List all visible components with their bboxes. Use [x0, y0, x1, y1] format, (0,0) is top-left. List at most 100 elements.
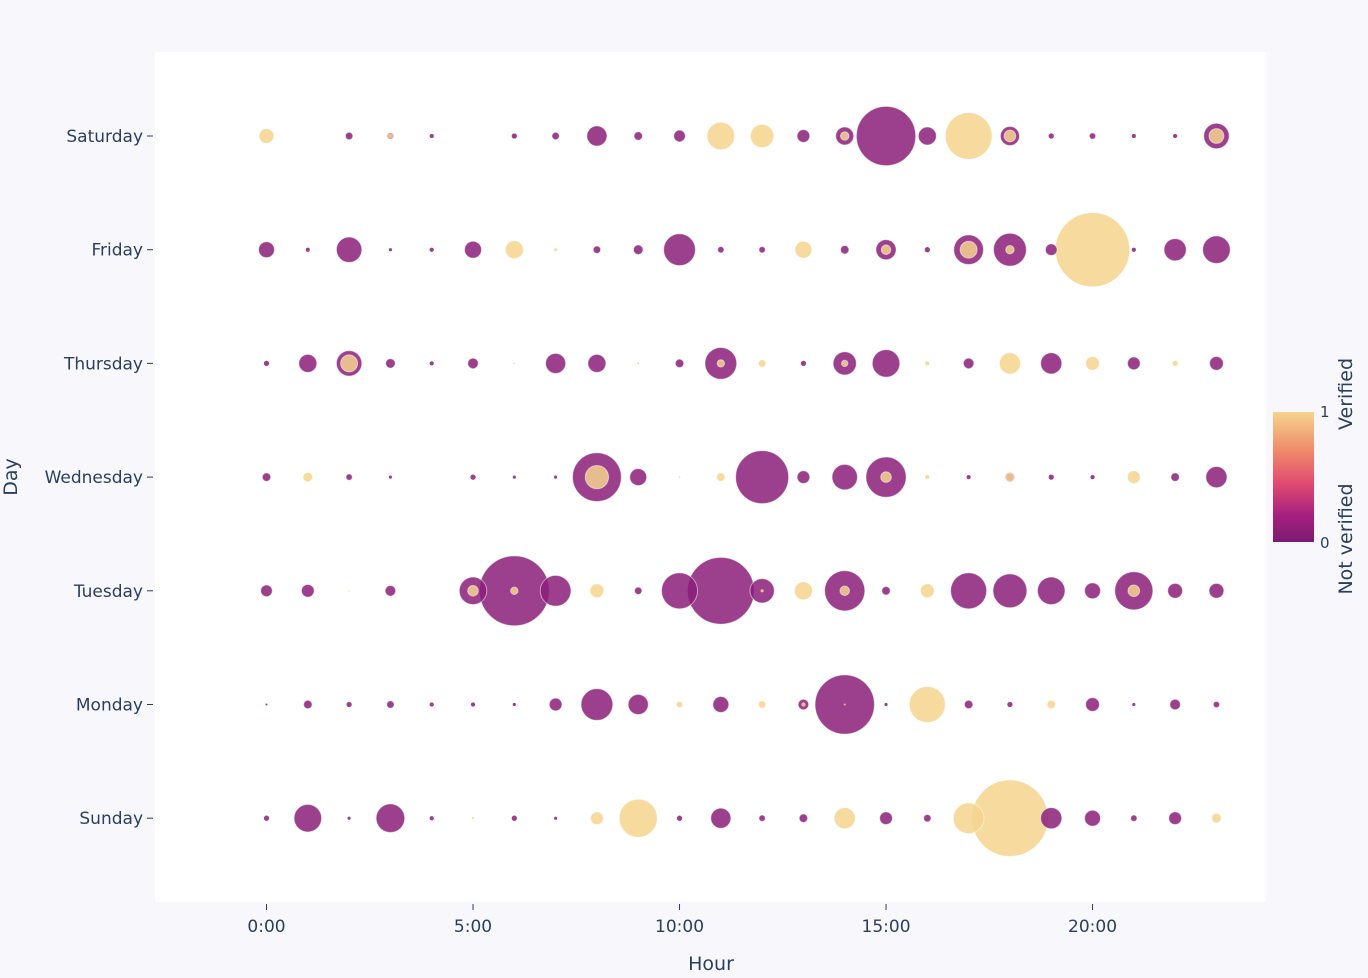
bubble-verified	[1005, 244, 1015, 255]
bubble-verified	[618, 798, 658, 838]
bubble-not-verified	[300, 583, 315, 598]
bubble-not-verified	[855, 105, 917, 167]
bubble-not-verified	[1168, 811, 1182, 826]
data-marks	[258, 105, 1231, 857]
bubble-verified	[1127, 584, 1141, 598]
bubble-not-verified	[464, 240, 482, 259]
bubble-not-verified	[1048, 474, 1054, 480]
bubble-verified	[678, 476, 681, 478]
x-tick-label: 10:00	[655, 917, 704, 937]
bubble-not-verified	[1163, 238, 1187, 262]
bubble-not-verified	[800, 360, 807, 367]
bubble-verified	[467, 585, 479, 597]
bubble-verified	[925, 361, 930, 366]
bubble-not-verified	[429, 702, 434, 707]
y-tick-label-sunday: Sunday	[79, 809, 143, 829]
bubble-not-verified	[298, 353, 318, 373]
bubble-verified	[706, 121, 736, 151]
x-axis-title: Hour	[688, 953, 734, 975]
bubble-not-verified	[1040, 807, 1063, 830]
bubble-verified	[833, 807, 856, 830]
plot-area	[155, 52, 1266, 902]
bubble-verified	[1085, 356, 1100, 371]
bubble-not-verified	[429, 133, 434, 139]
bubble-not-verified	[1007, 701, 1013, 708]
bubble-not-verified	[758, 814, 766, 822]
bubble-not-verified	[1208, 582, 1225, 599]
bubble-verified	[510, 586, 519, 596]
bubble-verified	[513, 362, 516, 365]
bubble-not-verified	[950, 572, 988, 610]
bubble-not-verified	[258, 241, 275, 259]
bubble-verified	[841, 359, 849, 368]
bubble-not-verified	[545, 352, 567, 374]
bubble-verified	[925, 474, 930, 480]
bubble-not-verified	[663, 233, 696, 267]
bubble-not-verified	[261, 472, 272, 482]
bubble-not-verified	[884, 702, 888, 707]
bubble-not-verified	[1130, 814, 1138, 822]
bubble-not-verified	[263, 815, 270, 821]
bubble-not-verified	[1212, 700, 1221, 709]
bubble-verified	[1003, 129, 1017, 143]
x-tick-label: 15:00	[862, 917, 911, 937]
y-axis: Sunday Monday Tuesday Wednesday Thursday Frid…	[45, 127, 153, 829]
y-axis-title: Day	[0, 458, 22, 496]
bubble-not-verified	[345, 473, 353, 481]
bubble-verified	[589, 583, 605, 599]
bubble-not-verified	[344, 131, 354, 141]
bubble-verified	[637, 362, 640, 365]
bubble-not-verified	[1131, 133, 1136, 139]
bubble-not-verified	[1084, 809, 1101, 827]
bubble-not-verified	[917, 126, 937, 146]
bubble-verified	[716, 472, 726, 482]
bubble-verified	[880, 244, 892, 255]
bubble-not-verified	[712, 696, 730, 713]
x-tick-label: 20:00	[1068, 917, 1117, 937]
colorbar-tick-low: 0	[1320, 534, 1330, 552]
bubble-not-verified	[347, 816, 351, 820]
bubble-not-verified	[1202, 235, 1231, 264]
bubble-verified	[959, 240, 978, 259]
bubble-verified	[749, 123, 775, 149]
bubble-verified	[839, 585, 850, 597]
bubble-verified	[1046, 699, 1056, 710]
y-tick-label-saturday: Saturday	[66, 127, 143, 147]
x-tick-label: 5:00	[454, 917, 492, 937]
bubble-verified	[760, 589, 764, 593]
bubble-verified	[843, 703, 846, 706]
bubble-not-verified	[796, 129, 811, 143]
bubble-not-verified	[758, 246, 766, 254]
bubble-not-verified	[512, 475, 516, 479]
bubble-not-verified	[587, 353, 607, 373]
bubble-verified	[794, 240, 813, 259]
bubble-not-verified	[1084, 582, 1101, 600]
bubble-not-verified	[1167, 582, 1184, 599]
bubble-not-verified	[627, 693, 649, 716]
bubble-verified	[944, 112, 993, 160]
bubble-not-verified	[260, 584, 273, 598]
bubble-not-verified	[798, 813, 809, 823]
bubble-not-verified	[554, 816, 558, 820]
y-tick-label-wednesday: Wednesday	[45, 468, 143, 488]
bubble-not-verified	[881, 586, 891, 596]
bubble-not-verified	[1209, 356, 1224, 371]
bubble-verified	[1005, 472, 1015, 482]
bubble-not-verified	[673, 129, 686, 143]
bubble-not-verified	[470, 702, 476, 707]
colorbar-title-verified: Verified	[1335, 358, 1357, 430]
bubble-not-verified	[966, 474, 971, 480]
bubble-verified	[590, 811, 604, 826]
bubble-verified	[839, 131, 850, 141]
bubble-not-verified	[1044, 243, 1058, 257]
bubble-not-verified	[386, 700, 395, 709]
bubble-not-verified	[1173, 133, 1178, 139]
bubble-not-verified	[1170, 472, 1180, 482]
bubble-not-verified	[1131, 247, 1136, 252]
bubble-not-verified	[1169, 698, 1181, 711]
bubble-not-verified	[265, 703, 268, 706]
bubble-not-verified	[924, 247, 930, 253]
bubble-not-verified	[384, 585, 397, 597]
bubble-not-verified	[871, 349, 901, 378]
